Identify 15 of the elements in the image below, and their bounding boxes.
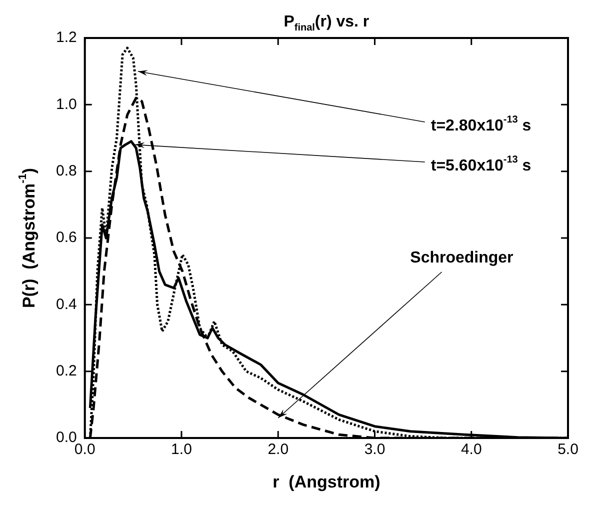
- y-tick-label: 0.2: [56, 362, 77, 380]
- x-tick-label: 5.0: [558, 441, 578, 458]
- x-tick-label: 1.0: [171, 441, 192, 458]
- y-tick-label: 1.2: [56, 29, 77, 46]
- y-tick-label: 0.4: [56, 296, 77, 313]
- y-tick-label: 0.6: [56, 229, 77, 246]
- x-axis-title: r (Angstrom): [272, 472, 380, 492]
- y-tick-label: 0.8: [56, 162, 77, 180]
- y-tick-label: 1.0: [56, 96, 77, 113]
- x-tick-label: 3.0: [364, 441, 386, 458]
- y-axis-title: P(r) (Angstrom-1): [17, 168, 39, 308]
- x-tick-label: 4.0: [460, 441, 482, 458]
- x-tick-label: 2.0: [268, 441, 289, 458]
- annotation: Schroedinger: [410, 249, 514, 266]
- x-tick-label: 0.0: [74, 441, 96, 458]
